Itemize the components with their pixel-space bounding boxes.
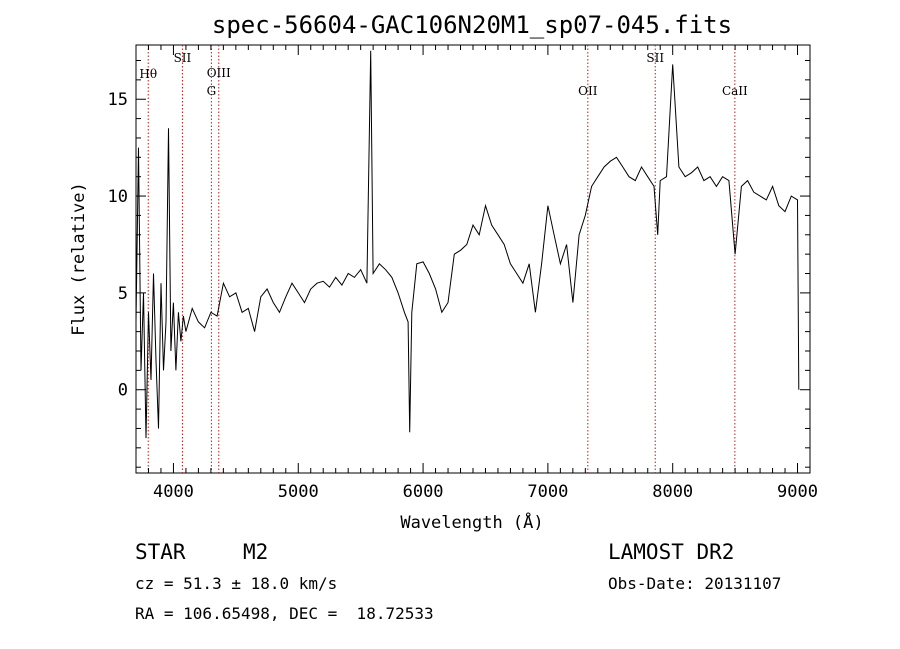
y-tick-label: 0	[118, 381, 128, 401]
y-tick-label: 15	[108, 90, 128, 110]
line-markers: Hθ SII OIII G OII SII CaII	[139, 45, 748, 473]
survey-name: LAMOST DR2	[608, 540, 735, 564]
y-tick-label: 10	[108, 187, 128, 207]
y-axis-label: Flux (relative)	[69, 182, 89, 336]
line-marker-label: Hθ	[139, 67, 157, 81]
line-marker-label: SII	[646, 51, 664, 65]
line-marker-label: CaII	[722, 84, 748, 98]
x-tick-label: 6000	[403, 482, 444, 502]
x-tick-label: 7000	[527, 482, 568, 502]
x-tick-label: 4000	[153, 482, 194, 502]
spectrum-line	[135, 50, 800, 439]
obs-date: Obs-Date: 20131107	[608, 574, 782, 593]
coordinates: RA = 106.65498, DEC = 18.72533	[135, 604, 434, 623]
object-subclass: M2	[243, 540, 269, 564]
line-marker-label: OIII	[207, 66, 231, 80]
line-marker-label: OII	[578, 84, 598, 98]
object-class: STAR	[135, 540, 186, 564]
cz-value: cz = 51.3 ± 18.0 km/s	[135, 574, 338, 593]
line-marker-label: SII	[174, 51, 192, 65]
x-axis-label: Wavelength (Å)	[400, 511, 543, 533]
y-tick-label: 5	[118, 284, 128, 304]
line-marker-label: G	[207, 84, 217, 98]
chart-title: spec-56604-GAC106N20M1_sp07-045.fits	[212, 11, 732, 39]
axis-ticks: 4000 5000 6000 7000 8000 9000 0 5 10 15	[108, 45, 818, 502]
x-tick-label: 8000	[652, 482, 693, 502]
x-tick-label: 9000	[777, 482, 818, 502]
x-tick-label: 5000	[278, 482, 319, 502]
plot-frame	[135, 44, 811, 474]
